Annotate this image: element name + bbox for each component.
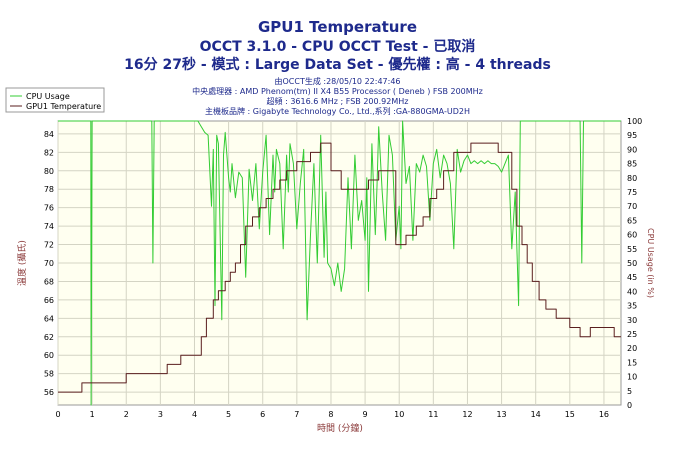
left-tick-label: 80 (44, 167, 54, 176)
x-tick-label: 9 (363, 410, 368, 419)
x-tick-label: 1 (90, 410, 95, 419)
x-tick-label: 16 (599, 410, 609, 419)
left-tick-label: 72 (44, 241, 54, 250)
left-tick-label: 76 (44, 204, 54, 213)
right-tick-label: 50 (627, 259, 637, 268)
right-tick-label: 5 (627, 387, 632, 396)
left-tick-label: 82 (44, 148, 54, 157)
right-tick-label: 35 (627, 302, 637, 311)
x-tick-label: 7 (294, 410, 299, 419)
left-tick-label: 78 (44, 185, 54, 194)
left-tick-label: 84 (44, 130, 54, 139)
x-tick-label: 5 (226, 410, 231, 419)
right-tick-label: 65 (627, 216, 637, 225)
right-tick-label: 55 (627, 245, 637, 254)
x-tick-label: 3 (158, 410, 163, 419)
legend: CPU Usage GPU1 Temperature (5, 87, 105, 113)
legend-box (5, 87, 105, 113)
right-tick-label: 80 (627, 174, 637, 183)
left-axis-ticks: 56 58 60 62 64 66 68 70 72 74 76 78 80 82 84 (44, 130, 54, 397)
left-tick-label: 62 (44, 333, 54, 342)
x-tick-label: 8 (328, 410, 333, 419)
right-tick-label: 100 (627, 117, 642, 126)
right-tick-label: 20 (627, 344, 637, 353)
motherboard-info: 主機板品牌 : Gigabyte Technology Co., Ltd.,系列… (205, 107, 470, 116)
right-tick-label: 90 (627, 145, 637, 154)
left-tick-label: 58 (44, 370, 54, 379)
left-tick-label: 68 (44, 277, 54, 286)
x-tick-label: 12 (462, 410, 472, 419)
test-detail: 16分 27秒 - 模式 : Large Data Set - 優先權 : 高 … (124, 57, 551, 73)
clock-info: 超頻 : 3616.6 MHz ; FSB 200.92MHz (266, 97, 409, 106)
left-tick-label: 56 (44, 388, 54, 397)
x-axis-label: 時間 (分鐘) (317, 422, 363, 434)
x-tick-label: 11 (428, 410, 438, 419)
right-tick-label: 95 (627, 131, 637, 140)
right-tick-label: 75 (627, 188, 637, 197)
left-tick-label: 70 (44, 259, 54, 268)
right-tick-label: 0 (627, 401, 632, 410)
x-axis-ticks: 0 1 2 3 4 5 6 7 8 9 10 11 12 13 14 15 16 (55, 410, 609, 419)
cpu-info: 中央處理器 : AMD Phenom(tm) II X4 B55 Process… (192, 87, 483, 96)
x-tick-label: 13 (496, 410, 506, 419)
left-tick-label: 64 (44, 314, 54, 323)
right-tick-label: 60 (627, 231, 637, 240)
left-tick-label: 66 (44, 296, 54, 305)
series-line-cpu-usage (58, 120, 621, 406)
series-layer (58, 120, 621, 406)
left-tick-label: 74 (44, 222, 54, 231)
legend-label-gpu1-temperature: GPU1 Temperature (26, 102, 101, 111)
generated-info: 由OCCT生成 :28/05/10 22:47:46 (274, 77, 401, 86)
x-tick-label: 15 (565, 410, 575, 419)
x-tick-label: 10 (394, 410, 404, 419)
x-tick-label: 14 (531, 410, 541, 419)
right-axis-label: CPU Usage (in %) (646, 228, 655, 298)
right-tick-label: 85 (627, 160, 637, 169)
right-tick-label: 45 (627, 273, 637, 282)
chart-subtitle: OCCT 3.1.0 - CPU OCCT Test - 已取消 (199, 39, 476, 55)
x-tick-label: 0 (55, 410, 60, 419)
x-tick-label: 2 (124, 410, 129, 419)
legend-label-cpu-usage: CPU Usage (26, 92, 70, 101)
x-tick-label: 6 (260, 410, 265, 419)
right-axis-ticks: 0 5 10 15 20 25 30 35 40 45 50 55 60 65 70 75 80 85 90 95 10… (627, 117, 642, 410)
series-line-gpu1-temperature (58, 142, 621, 393)
right-tick-label: 70 (627, 202, 637, 211)
left-axis-label: 溫度 (攝氏) (16, 240, 28, 286)
right-tick-label: 25 (627, 330, 637, 339)
x-tick-label: 4 (192, 410, 197, 419)
left-tick-label: 60 (44, 351, 54, 360)
chart-title: GPU1 Temperature (257, 18, 418, 36)
right-tick-label: 15 (627, 358, 637, 367)
right-tick-label: 30 (627, 316, 637, 325)
right-tick-label: 40 (627, 287, 637, 296)
right-tick-label: 10 (627, 373, 637, 382)
